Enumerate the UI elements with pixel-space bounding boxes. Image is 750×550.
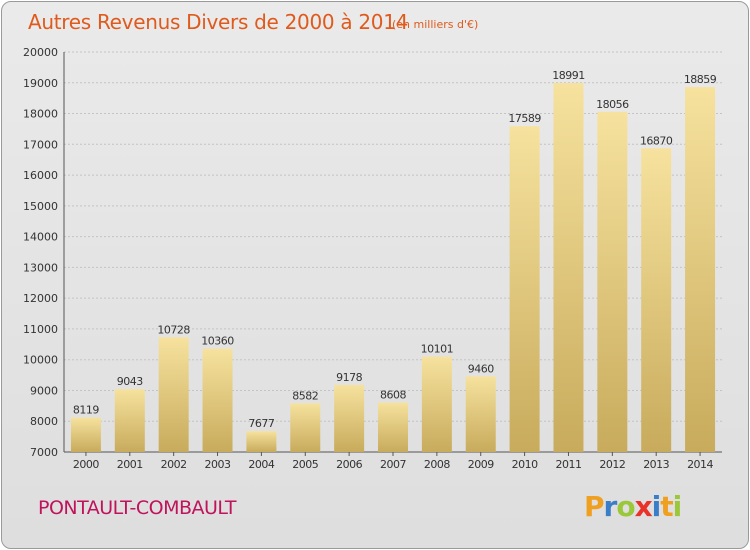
x-tick-label: 2001 xyxy=(117,458,143,471)
data-label: 9460 xyxy=(468,362,494,375)
x-tick-label: 2011 xyxy=(555,458,581,471)
data-label: 8582 xyxy=(292,389,318,402)
data-label: 17589 xyxy=(508,112,541,125)
x-tick-label: 2004 xyxy=(248,458,274,471)
y-tick-label: 17000 xyxy=(23,138,58,151)
y-tick-label: 13000 xyxy=(23,261,58,274)
logo-letter-i: i xyxy=(651,490,662,523)
x-tick-label: 2000 xyxy=(73,458,99,471)
data-label: 18056 xyxy=(596,98,629,111)
y-tick-label: 10000 xyxy=(23,354,58,367)
y-tick-label: 11000 xyxy=(23,323,58,336)
x-tick-label: 2014 xyxy=(687,458,713,471)
bar xyxy=(246,431,277,452)
bar xyxy=(70,417,101,452)
city-label: PONTAULT-COMBAULT xyxy=(38,497,236,519)
x-tick-label: 2002 xyxy=(161,458,187,471)
y-tick-label: 14000 xyxy=(23,231,58,244)
bar xyxy=(641,148,672,453)
bar xyxy=(465,376,496,452)
data-label: 9043 xyxy=(117,375,143,388)
chart-subtitle: (en milliers d'€) xyxy=(392,18,479,31)
x-tick-label: 2009 xyxy=(468,458,494,471)
data-label: 10728 xyxy=(157,323,190,336)
logo-letter-x: x xyxy=(634,490,653,523)
y-tick-label: 20000 xyxy=(23,46,58,59)
data-label: 9178 xyxy=(336,371,362,384)
bar xyxy=(290,403,321,452)
bar xyxy=(509,126,540,452)
x-tick-label: 2013 xyxy=(643,458,669,471)
x-tick-label: 2007 xyxy=(380,458,406,471)
data-label: 18991 xyxy=(552,69,585,82)
bar xyxy=(202,348,233,452)
bar xyxy=(114,389,145,452)
data-label: 16870 xyxy=(640,134,673,147)
data-label: 7677 xyxy=(248,417,274,430)
x-tick-label: 2005 xyxy=(292,458,318,471)
proxiti-logo: Proxiti xyxy=(584,490,683,523)
bar xyxy=(378,402,408,452)
logo-letter-r: r xyxy=(603,490,618,523)
data-label: 10101 xyxy=(421,343,454,356)
bar xyxy=(597,111,628,453)
y-tick-label: 9000 xyxy=(30,384,58,397)
bar xyxy=(421,356,452,452)
y-tick-label: 18000 xyxy=(23,108,58,121)
data-label: 18859 xyxy=(684,73,717,86)
chart-title: Autres Revenus Divers de 2000 à 2014 xyxy=(28,10,409,34)
y-tick-label: 7000 xyxy=(30,446,58,459)
bar xyxy=(553,83,584,453)
logo-letter-o: o xyxy=(616,490,635,523)
x-tick-label: 2006 xyxy=(336,458,362,471)
y-tick-label: 8000 xyxy=(30,415,58,428)
data-label: 10360 xyxy=(201,335,234,348)
data-label: 8608 xyxy=(380,389,406,402)
y-tick-label: 19000 xyxy=(23,77,58,90)
x-tick-label: 2008 xyxy=(424,458,450,471)
data-label: 8119 xyxy=(73,404,99,417)
x-tick-label: 2012 xyxy=(599,458,625,471)
x-tick-label: 2010 xyxy=(512,458,538,471)
y-tick-label: 12000 xyxy=(23,292,58,305)
logo-letter-i2: i xyxy=(672,490,683,523)
bar xyxy=(685,87,716,452)
bar xyxy=(334,384,365,452)
y-tick-label: 16000 xyxy=(23,169,58,182)
bar xyxy=(158,337,189,452)
x-tick-label: 2003 xyxy=(205,458,231,471)
logo-letter-p: P xyxy=(584,490,605,523)
logo-letter-t: t xyxy=(660,490,673,523)
y-tick-label: 15000 xyxy=(23,200,58,213)
